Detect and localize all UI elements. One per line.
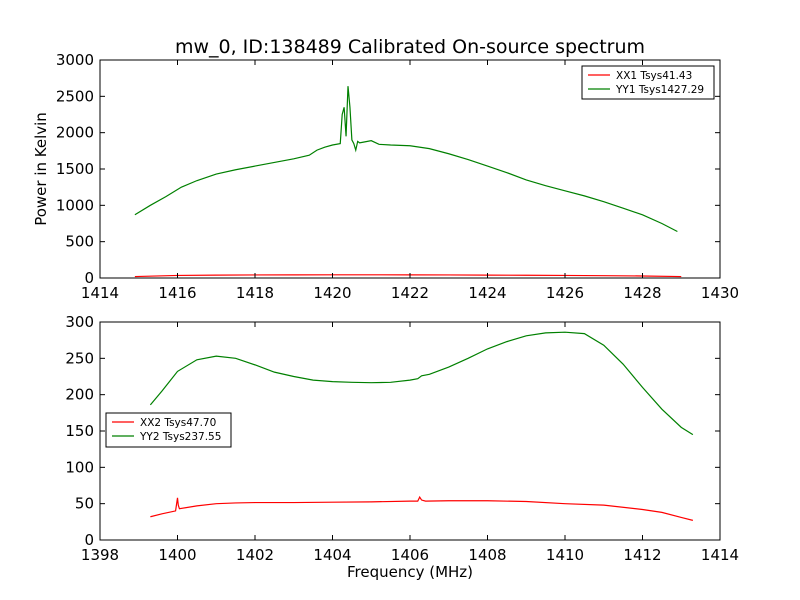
bottom-y-tick-label: 300 xyxy=(65,313,94,331)
bottom-x-tick-label: 1414 xyxy=(701,546,739,564)
bottom-y-tick-label: 150 xyxy=(65,422,94,440)
bottom-x-tick-label: 1412 xyxy=(623,546,661,564)
top-x-tick-label: 1428 xyxy=(623,284,661,302)
bottom-legend-label-1: XX2 Tsys47.70 xyxy=(140,417,216,429)
bottom-plot-area: 1398 1400 1402 1404 1406 1408 1410 1412 1414 0 50 1… xyxy=(65,313,739,564)
top-y-tick-label: 1500 xyxy=(56,160,94,178)
top-series-line-2 xyxy=(134,86,678,233)
bottom-series-line-1 xyxy=(150,495,694,521)
top-panel: mw_0, ID:138489 Calibrated On-source spe… xyxy=(32,36,739,302)
bottom-panel: Frequency (MHz) 1398 1400 1402 1404 1406 1408… xyxy=(65,313,739,581)
top-panel-title: mw_0, ID:138489 Calibrated On-source spe… xyxy=(175,36,645,58)
top-y-tick-label: 2000 xyxy=(56,124,94,142)
bottom-y-tick-label: 200 xyxy=(65,386,94,404)
top-y-tick-label: 3000 xyxy=(56,51,94,69)
top-legend-box xyxy=(581,65,715,100)
top-x-tick-label: 1414 xyxy=(81,284,119,302)
bottom-legend-label-2: YY2 Tsys237.55 xyxy=(139,431,221,443)
top-legend: XX1 Tsys41.43 YY1 Tsys1427.29 xyxy=(581,65,715,100)
bottom-x-tick-label: 1402 xyxy=(236,546,274,564)
top-y-tick-label: 500 xyxy=(65,233,94,251)
bottom-legend-box xyxy=(105,412,232,448)
bottom-y-tick-label: 250 xyxy=(65,349,94,367)
top-x-tick-label: 1430 xyxy=(701,284,739,302)
bottom-series-line-2 xyxy=(149,331,694,436)
top-x-tick-label: 1420 xyxy=(313,284,351,302)
bottom-y-tick-label: 50 xyxy=(75,495,94,513)
bottom-x-tick-label: 1410 xyxy=(546,546,584,564)
bottom-x-tick-label: 1404 xyxy=(313,546,351,564)
bottom-x-tick-label: 1398 xyxy=(81,546,119,564)
top-x-tick-label: 1422 xyxy=(391,284,429,302)
top-y-tick-label: 1000 xyxy=(56,196,94,214)
top-x-tick-label: 1416 xyxy=(158,284,196,302)
bottom-panel-xlabel: Frequency (MHz) xyxy=(347,563,473,581)
top-x-tick-label: 1426 xyxy=(546,284,584,302)
top-panel-ylabel: Power in Kelvin xyxy=(32,112,50,226)
top-legend-label-1: XX1 Tsys41.43 xyxy=(616,70,692,82)
bottom-x-tick-label: 1406 xyxy=(391,546,429,564)
bottom-x-tick-label: 1408 xyxy=(468,546,506,564)
top-y-tick-label: 2500 xyxy=(56,87,94,105)
bottom-y-tick-label: 100 xyxy=(65,458,94,476)
top-legend-label-2: YY1 Tsys1427.29 xyxy=(615,84,704,96)
top-x-tick-label: 1424 xyxy=(468,284,506,302)
bottom-y-tick-label: 0 xyxy=(84,531,94,549)
bottom-x-tick-label: 1400 xyxy=(158,546,196,564)
top-plot-area: 1414 1416 1418 1420 1422 1424 1426 1428 1430 0 500… xyxy=(56,51,739,302)
top-y-tick-label: 0 xyxy=(84,269,94,287)
top-x-tick-label: 1418 xyxy=(236,284,274,302)
bottom-legend: XX2 Tsys47.70 YY2 Tsys237.55 xyxy=(105,412,232,448)
